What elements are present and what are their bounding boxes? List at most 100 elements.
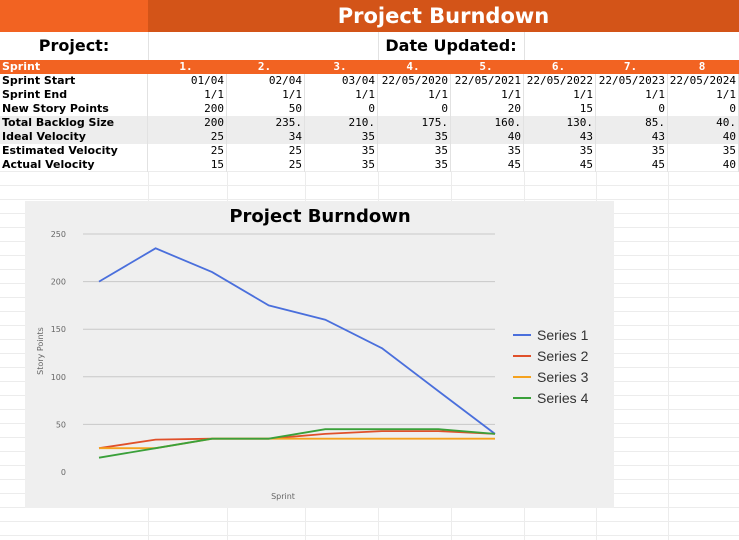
table-cell[interactable]: 1/1 — [227, 88, 305, 102]
table-cell[interactable]: 1/1 — [668, 88, 739, 102]
series-line-4[interactable] — [98, 428, 496, 459]
table-cell[interactable]: 1/1 — [148, 88, 227, 102]
legend-entry[interactable]: Series 4 — [537, 390, 589, 406]
table-cell[interactable]: 02/04 — [227, 74, 305, 88]
table-cell[interactable]: 1/1 — [524, 88, 596, 102]
table-cell[interactable]: 50 — [227, 102, 305, 116]
row-label[interactable]: Actual Velocity — [0, 158, 148, 172]
cell-border — [524, 32, 525, 60]
table-row: Estimated Velocity 25 25 35 35 35 35 35 35 — [0, 144, 739, 158]
grid-line — [0, 199, 739, 200]
table-cell[interactable]: 35 — [378, 158, 451, 172]
table-cell[interactable]: 0 — [596, 102, 668, 116]
row-label[interactable]: Ideal Velocity — [0, 130, 148, 144]
y-tick-label: 100 — [51, 373, 66, 382]
column-header[interactable]: 6. — [524, 60, 596, 74]
table-cell[interactable]: 175. — [378, 116, 451, 130]
table-cell[interactable]: 1/1 — [596, 88, 668, 102]
table-cell[interactable]: 0 — [305, 102, 378, 116]
table-cell[interactable]: 22/05/2022 — [524, 74, 596, 88]
column-header[interactable]: 5. — [451, 60, 524, 74]
table-cell[interactable]: 40. — [668, 116, 739, 130]
row-label[interactable]: Sprint Start — [0, 74, 148, 88]
table-cell[interactable]: 22/05/2021 — [451, 74, 524, 88]
y-tick-label: 200 — [51, 278, 66, 287]
table-cell[interactable]: 35 — [305, 144, 378, 158]
table-cell[interactable]: 03/04 — [305, 74, 378, 88]
table-cell[interactable]: 35 — [378, 130, 451, 144]
project-label[interactable]: Project: — [38, 36, 110, 55]
table-cell[interactable]: 22/05/2023 — [596, 74, 668, 88]
table-cell[interactable]: 45 — [524, 158, 596, 172]
table-cell[interactable]: 43 — [596, 130, 668, 144]
row-label[interactable]: Total Backlog Size — [0, 116, 148, 130]
table-cell[interactable]: 35 — [378, 144, 451, 158]
table-cell[interactable]: 235. — [227, 116, 305, 130]
column-header[interactable]: 4. — [378, 60, 451, 74]
table-cell[interactable]: 0 — [668, 102, 739, 116]
column-header[interactable]: 7. — [596, 60, 668, 74]
column-header[interactable]: Sprint — [0, 60, 148, 74]
table-cell[interactable]: 40 — [451, 130, 524, 144]
table-cell[interactable]: 45 — [596, 158, 668, 172]
table-row: Ideal Velocity 25 34 35 35 40 43 43 40 — [0, 130, 739, 144]
table-cell[interactable]: 20 — [451, 102, 524, 116]
table-cell[interactable]: 45 — [451, 158, 524, 172]
table-cell[interactable]: 25 — [227, 144, 305, 158]
grid-line — [0, 171, 739, 172]
table-cell[interactable]: 85. — [596, 116, 668, 130]
table-cell[interactable]: 200 — [148, 102, 227, 116]
table-cell[interactable]: 35 — [668, 144, 739, 158]
table-row: Sprint End 1/1 1/1 1/1 1/1 1/1 1/1 1/1 1/1 — [0, 88, 739, 102]
table-cell[interactable]: 40 — [668, 158, 739, 172]
table-cell[interactable]: 35 — [451, 144, 524, 158]
row-label[interactable]: New Story Points — [0, 102, 148, 116]
table-cell[interactable]: 22/05/2020 — [378, 74, 451, 88]
table-cell[interactable]: 35 — [305, 158, 378, 172]
table-cell[interactable]: 35 — [305, 130, 378, 144]
sheet-title: Project Burndown — [337, 4, 550, 28]
row-label[interactable]: Sprint End — [0, 88, 148, 102]
table-cell[interactable]: 1/1 — [305, 88, 378, 102]
series-line-2[interactable] — [98, 430, 496, 450]
table-row: Sprint Start 01/04 02/04 03/04 22/05/2020 22/… — [0, 74, 739, 88]
table-cell[interactable]: 15 — [524, 102, 596, 116]
table-row: Actual Velocity 15 25 35 35 45 45 45 40 — [0, 158, 739, 172]
date-updated-label[interactable]: Date Updated: — [385, 36, 517, 55]
y-tick-label: 250 — [51, 230, 66, 239]
table-cell[interactable]: 43 — [524, 130, 596, 144]
table-cell[interactable]: 1/1 — [378, 88, 451, 102]
table-cell[interactable]: 35 — [524, 144, 596, 158]
table-cell[interactable]: 34 — [227, 130, 305, 144]
legend-entry[interactable]: Series 3 — [537, 369, 589, 385]
column-header[interactable]: 2. — [227, 60, 305, 74]
y-tick-label: 50 — [56, 420, 66, 429]
column-header[interactable]: 8 — [668, 60, 739, 74]
legend-entry[interactable]: Series 2 — [537, 348, 589, 364]
table-cell[interactable]: 15 — [148, 158, 227, 172]
x-axis-label: Sprint — [271, 492, 295, 501]
burndown-chart[interactable]: Project Burndown 0 50 100 150 200 250 Series … — [25, 201, 614, 508]
legend-entry[interactable]: Series 1 — [537, 327, 589, 343]
column-header[interactable]: 1. — [148, 60, 227, 74]
title-bar-left-block — [0, 0, 148, 32]
y-tick-label: 150 — [51, 325, 66, 334]
y-axis-label: Story Points — [36, 327, 45, 375]
table-cell[interactable]: 130. — [524, 116, 596, 130]
series-line-1[interactable] — [98, 247, 496, 435]
table-cell[interactable]: 25 — [148, 130, 227, 144]
table-cell[interactable]: 35 — [596, 144, 668, 158]
table-cell[interactable]: 0 — [378, 102, 451, 116]
table-cell[interactable]: 1/1 — [451, 88, 524, 102]
table-cell[interactable]: 210. — [305, 116, 378, 130]
table-cell[interactable]: 01/04 — [148, 74, 227, 88]
table-cell[interactable]: 25 — [148, 144, 227, 158]
table-cell[interactable]: 160. — [451, 116, 524, 130]
table-cell[interactable]: 22/05/2024 — [668, 74, 739, 88]
column-header[interactable]: 3. — [305, 60, 378, 74]
table-cell[interactable]: 200 — [148, 116, 227, 130]
table-cell[interactable]: 25 — [227, 158, 305, 172]
cell-border — [148, 32, 149, 60]
table-cell[interactable]: 40 — [668, 130, 739, 144]
row-label[interactable]: Estimated Velocity — [0, 144, 148, 158]
